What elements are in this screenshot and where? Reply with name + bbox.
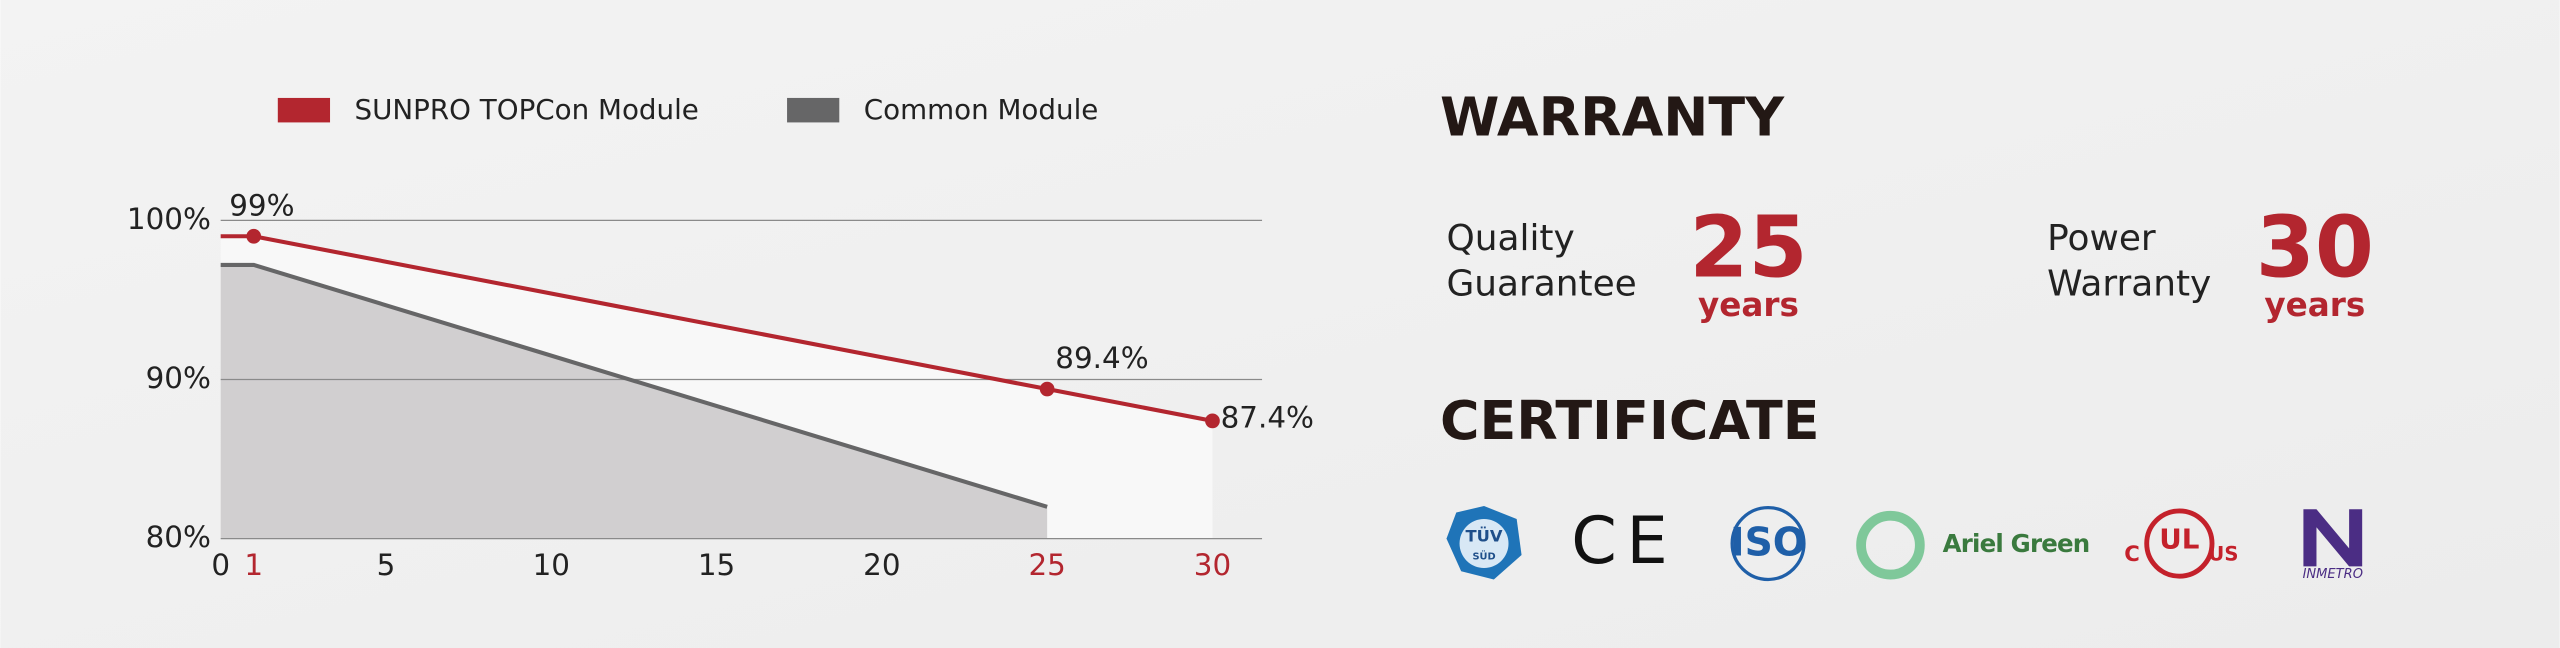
data-label: 89.4% xyxy=(1055,341,1148,375)
logo-iso: ISO xyxy=(1730,505,1806,582)
logo-text: INMETRO xyxy=(2303,567,2363,582)
point xyxy=(1039,381,1055,397)
logo-text: ISO xyxy=(1730,521,1806,566)
logo-inmetro: INMETRO xyxy=(2303,509,2363,582)
legend-swatch xyxy=(787,97,840,123)
line xyxy=(220,262,1048,509)
logo-tuv: TÜV SÜD xyxy=(1446,505,1522,580)
legend-label: SUNPRO TOPCon Module xyxy=(355,93,699,126)
x-tick-label: 30 xyxy=(1194,548,1231,582)
x-tick-label: 20 xyxy=(863,548,900,582)
x-tick-label: 1 xyxy=(244,548,263,582)
warranty-label: Power xyxy=(2047,218,2156,259)
x-tick-label: 5 xyxy=(377,548,396,582)
y-tick-label: 90% xyxy=(146,361,211,395)
logo-text: SÜD xyxy=(1472,549,1495,563)
logo-text: Ariel Green xyxy=(1943,529,2090,558)
logo-shape xyxy=(1856,510,1925,580)
legend-swatch xyxy=(277,97,331,123)
warranty-unit: years xyxy=(1698,286,1799,324)
plot: SUNPRO TOPCon Module Common Module 80% 90% 1… xyxy=(127,93,1314,582)
x-tick-label: 10 xyxy=(533,548,570,582)
x-tick-label: 15 xyxy=(698,548,735,582)
y-tick-label: 100% xyxy=(127,202,211,236)
logo-ce: CE xyxy=(1571,503,1677,579)
legend-label: Common Module xyxy=(864,93,1099,126)
logo-text: TÜV xyxy=(1466,527,1503,546)
logo-shape xyxy=(1459,519,1509,569)
warranty-label: Quality xyxy=(1446,218,1574,259)
data-label: 87.4% xyxy=(1221,401,1314,435)
area xyxy=(220,264,1048,539)
logo-shape xyxy=(2144,508,2215,579)
logo-shape xyxy=(2303,509,2363,567)
logo-shape xyxy=(1730,505,1806,582)
warranty-number: 30 xyxy=(2256,198,2374,297)
x-tick-label: 25 xyxy=(1028,548,1065,582)
data-label: 99% xyxy=(229,188,294,222)
point xyxy=(246,228,262,244)
logo-text: UL xyxy=(2159,522,2199,555)
warranty-title: WARRANTY xyxy=(1440,85,1785,148)
warranty-label: Guarantee xyxy=(1446,264,1636,305)
point xyxy=(1205,413,1220,429)
logo-ul: C UL US xyxy=(2124,508,2238,579)
logo-ariel-green: Ariel Green xyxy=(1856,510,2090,580)
warranty-label: Warranty xyxy=(2047,264,2211,305)
x-tick-label: 0 xyxy=(211,548,230,582)
certificate-title: CERTIFICATE xyxy=(1440,389,1820,452)
logo-text: C xyxy=(2124,542,2140,567)
logo-text: US xyxy=(2208,542,2238,565)
warranty-unit: years xyxy=(2264,286,2365,324)
y-tick-label: 80% xyxy=(146,520,211,554)
warranty-number: 25 xyxy=(1689,198,1807,297)
line xyxy=(220,234,1213,423)
